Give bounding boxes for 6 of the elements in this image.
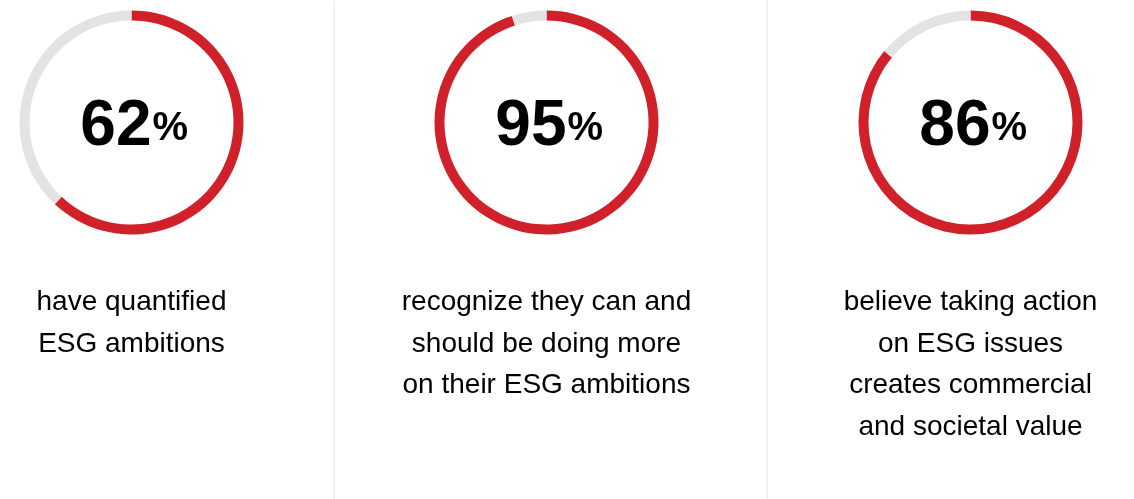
- text: believe taking action on ESG issues creates commercial and societal value: [843, 285, 1098, 441]
- data-label: 62%: [80, 87, 189, 159]
- text: have quantified ESG ambitions: [36, 285, 227, 358]
- text: recognize they can and should be doing more on their ESG ambitions: [401, 285, 692, 399]
- data-label: 86%: [919, 87, 1028, 159]
- data-label: 95%: [495, 87, 604, 159]
